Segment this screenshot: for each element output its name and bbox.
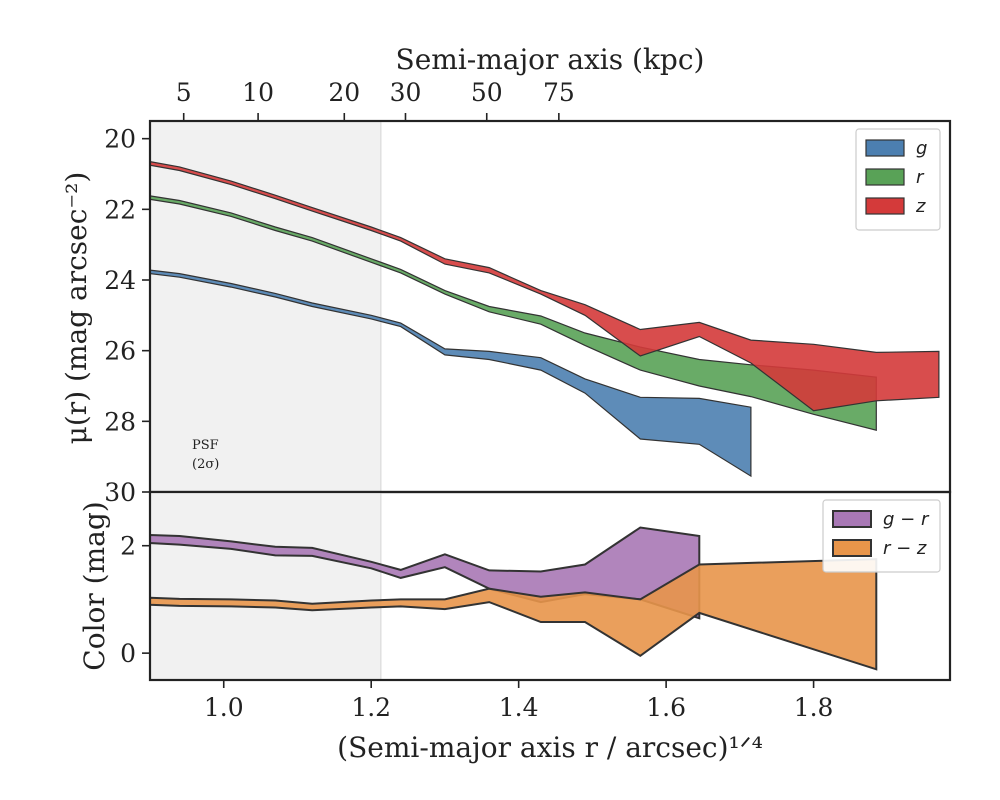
x-tick-label: 1.8: [794, 693, 834, 722]
legend: grz: [855, 128, 941, 231]
top-x-tick-label: 50: [471, 78, 503, 107]
top-x-axis-title: Semi-major axis (kpc): [396, 43, 705, 76]
y-tick-label: 28: [104, 407, 136, 436]
y-tick-label: 20: [104, 125, 136, 154]
x-tick-label: 1.6: [646, 693, 686, 722]
legend-swatch: [832, 539, 872, 557]
legend-swatch: [865, 197, 905, 215]
top-x-tick-label: 5: [176, 78, 192, 107]
surface-brightness-panel: 20 22 24 26 28 30 5 10 20 30 50 75 PSF (2σ) grz: [104, 78, 952, 507]
top-x-tick-label: 75: [543, 78, 575, 107]
top-x-tick-label: 30: [390, 78, 422, 107]
y-tick-label: 30: [104, 478, 136, 507]
series-band-r: [149, 195, 877, 431]
y-tick-label: 22: [104, 195, 136, 224]
top-x-tick-label: 20: [328, 78, 360, 107]
bottom-x-axis-title: (Semi-major axis r / arcsec)¹ᐟ⁴: [337, 731, 763, 764]
x-tick-label: 1.2: [351, 693, 391, 722]
legend-label: g − r: [883, 509, 930, 530]
legend-label: r: [916, 167, 925, 188]
y-tick-label: 2: [120, 532, 136, 561]
y-tick-label: 0: [120, 639, 136, 668]
psf-shaded-region: [150, 121, 381, 492]
y-tick-label: 26: [104, 337, 136, 366]
axes-frame: [148, 490, 952, 682]
bottom-y-axis-title: Color (mag): [78, 501, 111, 670]
psf-annotation: (2σ): [192, 457, 219, 472]
x-tick-label: 1.4: [499, 693, 539, 722]
top-x-tick-label: 10: [242, 78, 274, 107]
legend-swatch: [865, 139, 905, 157]
series-band-z: [149, 160, 940, 412]
x-tick-label: 1.0: [204, 693, 244, 722]
legend-label: z: [915, 196, 926, 217]
top-y-axis-title: μ(r) (mag arcsec⁻²): [60, 172, 93, 445]
legend-swatch: [832, 510, 872, 528]
legend-swatch: [865, 168, 905, 186]
y-tick-label: 24: [104, 266, 136, 295]
series-band-g: [149, 269, 752, 478]
axis-labels: Semi-major axis (kpc) μ(r) (mag arcsec⁻²…: [60, 43, 763, 764]
series-band-rz: [149, 558, 878, 671]
psf-annotation: PSF: [192, 438, 219, 453]
legend: g − r r − z: [822, 499, 941, 573]
color-panel: 0 2 1.0 1.2 1.4 1.6 1.8 g − r r − z: [120, 490, 952, 722]
psf-shaded-region: [150, 492, 381, 680]
legend-label: r − z: [883, 538, 927, 559]
legend-label: g: [916, 138, 927, 159]
